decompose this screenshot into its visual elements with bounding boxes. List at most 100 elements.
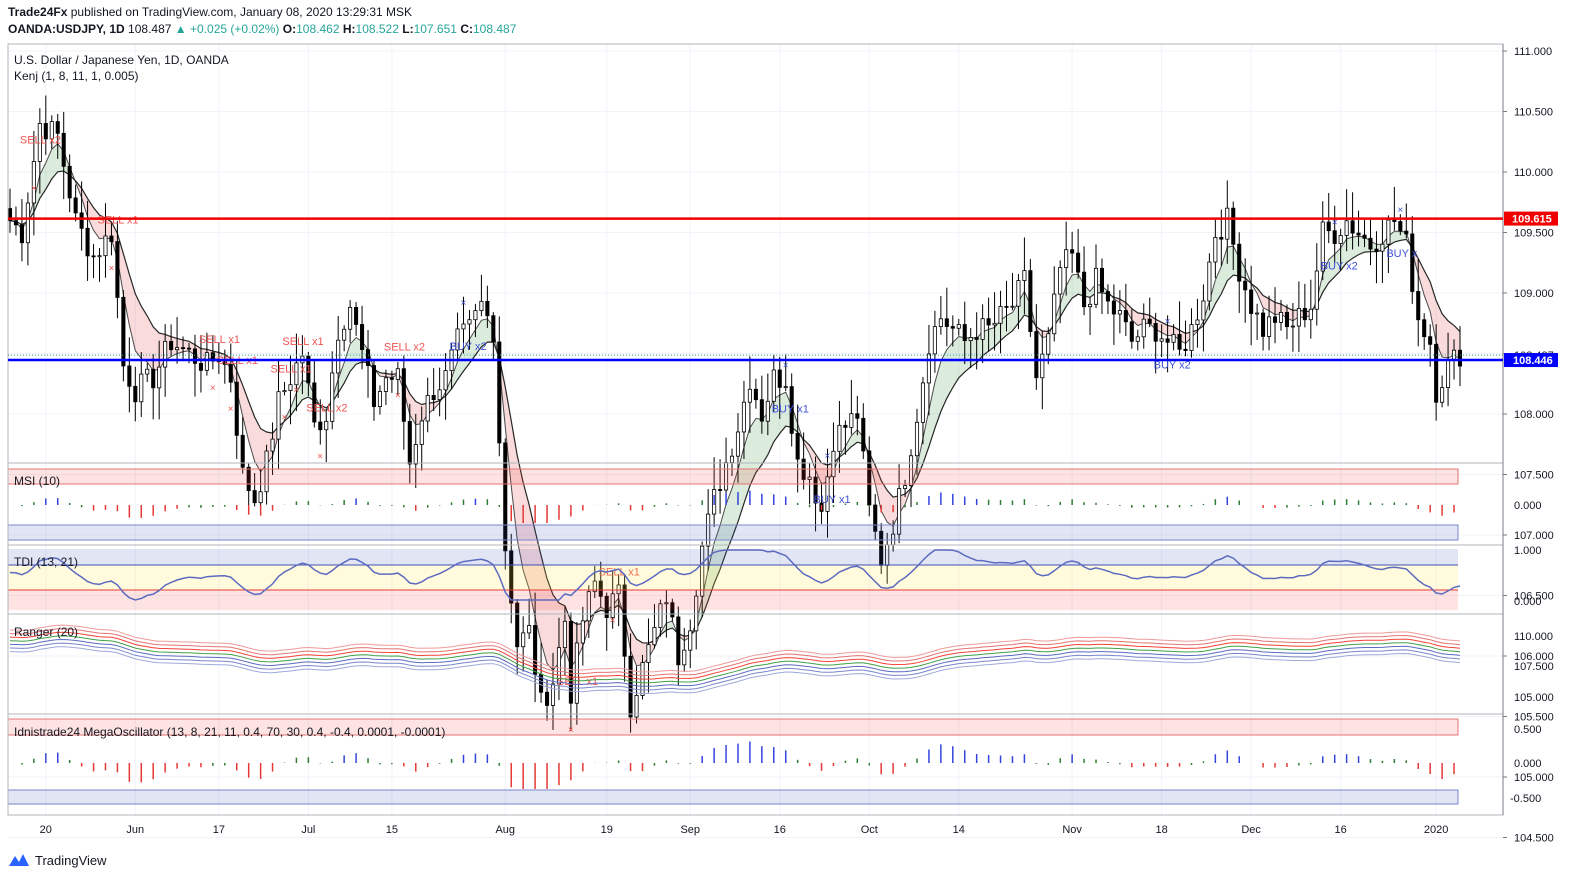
symbol-label[interactable]: OANDA:USDJPY, 1D bbox=[8, 22, 125, 36]
kenj-fill bbox=[702, 569, 709, 617]
candle-body bbox=[670, 602, 675, 618]
time-axis[interactable]: 20 Jun 17 Jul 15 Aug 19 Sep 16 Oct 14 Nov 18 Dec 16 202… bbox=[40, 824, 1449, 836]
kenj-fill bbox=[1340, 238, 1347, 271]
candle-body bbox=[85, 227, 90, 257]
candle-body bbox=[1434, 343, 1439, 403]
candle-body bbox=[1308, 308, 1313, 321]
candle-body bbox=[1386, 219, 1391, 245]
signal-marker: × bbox=[460, 298, 466, 309]
candle-body bbox=[377, 391, 382, 407]
kenj-fill bbox=[99, 214, 106, 239]
kenj-fill bbox=[881, 480, 888, 523]
candle-body bbox=[55, 121, 60, 134]
signal-marker: × bbox=[31, 183, 37, 194]
tdi-upper-band bbox=[8, 549, 1458, 565]
candle-body bbox=[1344, 220, 1349, 236]
candle-body bbox=[855, 413, 860, 419]
candle-body bbox=[1171, 333, 1176, 343]
candle-body bbox=[276, 391, 281, 440]
kenj-fill bbox=[875, 465, 882, 511]
candle-body bbox=[282, 390, 287, 393]
candle-body bbox=[1123, 310, 1128, 323]
candle-body bbox=[1088, 303, 1093, 308]
candle-body bbox=[19, 224, 24, 244]
kenj-fill bbox=[1346, 236, 1353, 263]
kenj-fill bbox=[177, 338, 184, 354]
candle-body bbox=[1004, 305, 1009, 308]
candle-body bbox=[700, 545, 705, 597]
candle-body bbox=[401, 368, 406, 422]
kenj-fill bbox=[1442, 313, 1449, 358]
publisher-name[interactable]: Trade24Fx bbox=[8, 5, 68, 19]
main-title: U.S. Dollar / Japanese Yen, 1D, OANDA bbox=[14, 53, 229, 67]
kenj-fill bbox=[928, 382, 935, 447]
candle-body bbox=[962, 324, 967, 342]
candle-body bbox=[228, 363, 233, 383]
candle-body bbox=[592, 580, 597, 593]
kenj-fill bbox=[755, 418, 762, 473]
candle-body bbox=[908, 455, 914, 487]
candle-body bbox=[1225, 207, 1230, 240]
candle-body bbox=[604, 595, 609, 618]
kenj-fill bbox=[726, 488, 733, 553]
price-axis[interactable]: 111.000110.500110.000109.500109.000108.5… bbox=[1503, 46, 1554, 845]
kenj-fill bbox=[1012, 301, 1019, 331]
ranger-title: Ranger (20) bbox=[14, 625, 78, 639]
ranger-band-line bbox=[9, 646, 1461, 694]
candle-body bbox=[1422, 319, 1427, 338]
candle-body bbox=[354, 307, 359, 325]
candle-body bbox=[109, 235, 114, 243]
close-value: 108.487 bbox=[472, 22, 517, 36]
kenj-fill bbox=[636, 639, 643, 666]
candle-body bbox=[383, 377, 388, 392]
candle-body bbox=[1243, 280, 1248, 291]
open-label: O: bbox=[282, 22, 297, 36]
candle-body bbox=[121, 297, 126, 367]
candle-body bbox=[926, 353, 931, 384]
candle-body bbox=[1189, 324, 1194, 352]
signal-marker: × bbox=[281, 413, 287, 424]
time-tick-label: Dec bbox=[1241, 824, 1261, 836]
candle-body bbox=[843, 424, 848, 428]
low-value: 107.651 bbox=[413, 22, 457, 36]
kenj-fill bbox=[523, 482, 530, 589]
candle-body bbox=[461, 323, 466, 330]
candle-body bbox=[616, 584, 621, 595]
up-arrow-icon: ▲ bbox=[174, 22, 187, 36]
candle-body bbox=[658, 603, 663, 628]
candle-body bbox=[1440, 387, 1445, 403]
signal-label: SELL x1 bbox=[599, 567, 640, 579]
candle-body bbox=[395, 368, 400, 380]
candle-body bbox=[1177, 333, 1182, 350]
ranger-band-line bbox=[9, 638, 1461, 687]
msi-lower-band bbox=[7, 524, 1459, 541]
candle-body bbox=[1052, 293, 1057, 335]
high-label: H: bbox=[342, 22, 356, 36]
ranger-tick-top: 110.000 bbox=[1514, 631, 1553, 643]
candle-body bbox=[348, 307, 353, 330]
signal-marker: × bbox=[293, 385, 299, 396]
time-tick-label: 19 bbox=[601, 824, 613, 836]
candle-body bbox=[1070, 249, 1075, 254]
candle-body bbox=[1141, 318, 1146, 338]
ranger-band-line bbox=[9, 635, 1461, 684]
candle-body bbox=[706, 513, 711, 547]
candle-body bbox=[545, 691, 550, 706]
candle-body bbox=[897, 488, 902, 535]
signal-label: SELL x2 bbox=[20, 134, 61, 146]
candle-body bbox=[1457, 349, 1463, 367]
candle-body bbox=[1398, 221, 1403, 232]
tdi-tick-bottom: 0.000 bbox=[1514, 596, 1542, 608]
ranger-band-line bbox=[9, 631, 1461, 680]
kenj-fill bbox=[451, 361, 458, 389]
candle-body bbox=[1410, 233, 1415, 292]
signal-marker: × bbox=[210, 383, 216, 394]
msi-title: MSI (10) bbox=[14, 474, 60, 488]
kenj-fill bbox=[141, 306, 148, 363]
candle-body bbox=[198, 362, 203, 371]
kenj-fill bbox=[147, 315, 154, 371]
tradingview-logo[interactable]: TradingView bbox=[8, 852, 107, 868]
signal-label: SELL x1 bbox=[97, 215, 138, 227]
time-tick-label: 16 bbox=[774, 824, 786, 836]
